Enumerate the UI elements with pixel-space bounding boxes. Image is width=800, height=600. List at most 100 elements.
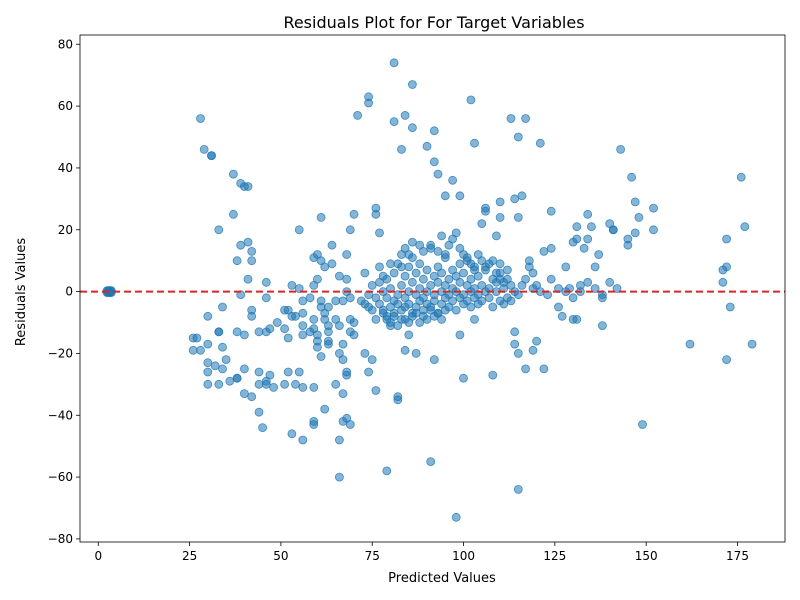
data-point [583, 234, 593, 244]
data-point [254, 407, 264, 417]
data-point [400, 302, 410, 312]
data-point [397, 280, 406, 290]
x-axis-label: Predicted Values [388, 571, 496, 586]
data-point [393, 392, 403, 402]
data-point [261, 293, 271, 303]
data-point [243, 182, 253, 191]
data-point [397, 262, 406, 272]
data-point [568, 293, 578, 303]
data-point [232, 373, 242, 383]
data-point [557, 311, 567, 321]
data-point [287, 280, 297, 290]
data-point [429, 355, 439, 365]
data-point [488, 370, 498, 380]
data-point [411, 348, 421, 358]
data-point [407, 123, 417, 133]
data-point [294, 367, 304, 377]
data-point [470, 138, 479, 148]
data-point [375, 228, 384, 238]
data-point [587, 222, 596, 232]
data-point [477, 256, 487, 266]
data-point [495, 212, 505, 222]
data-point [473, 271, 483, 281]
data-point [327, 240, 337, 250]
data-point [287, 429, 297, 439]
data-point [634, 212, 644, 222]
data-point [378, 271, 388, 281]
data-point [247, 311, 257, 321]
data-point [210, 361, 220, 371]
data-point [312, 274, 322, 284]
data-point [298, 330, 308, 340]
data-point [561, 262, 571, 272]
data-point [397, 314, 406, 324]
y-tick-label: 60 [58, 99, 73, 113]
data-point [309, 382, 319, 392]
x-tick-label: 125 [543, 549, 566, 563]
data-point [218, 342, 227, 352]
data-point [747, 339, 757, 349]
data-point [448, 175, 458, 185]
data-point [415, 318, 425, 327]
data-point [393, 290, 403, 300]
data-point [437, 231, 447, 241]
data-point [338, 339, 348, 349]
data-point [334, 472, 344, 482]
data-point [389, 308, 399, 318]
data-point [459, 268, 468, 278]
data-point [312, 330, 322, 340]
data-point [407, 237, 417, 247]
data-point [422, 265, 432, 275]
data-point [470, 262, 479, 272]
data-point [407, 277, 417, 287]
data-point [477, 296, 487, 306]
data-point [510, 327, 520, 337]
data-point [616, 144, 625, 154]
data-point [239, 330, 249, 340]
data-point [371, 386, 381, 395]
data-point [437, 314, 447, 324]
data-point [371, 314, 381, 324]
data-point [481, 206, 490, 216]
data-point [364, 367, 374, 377]
cluster-layer [102, 286, 116, 297]
data-point [521, 364, 530, 374]
data-point [342, 274, 352, 284]
data-point [334, 435, 344, 445]
data-point [466, 302, 476, 312]
data-point [418, 305, 428, 315]
data-point [433, 169, 443, 179]
data-point [188, 345, 198, 355]
data-point [433, 277, 443, 287]
data-point [280, 324, 290, 334]
data-point [736, 172, 746, 182]
data-point [725, 302, 735, 312]
data-point [506, 296, 516, 306]
data-point [334, 271, 344, 281]
data-point [455, 259, 465, 269]
data-point [338, 355, 348, 365]
data-point [203, 311, 213, 321]
data-point [455, 330, 465, 340]
data-point [298, 308, 308, 318]
data-point [513, 290, 523, 300]
data-point [305, 293, 315, 303]
data-point [364, 98, 374, 108]
y-tick-label: 80 [58, 37, 73, 51]
y-tick-label: −60 [48, 470, 73, 484]
data-point [539, 364, 549, 374]
data-point [382, 466, 392, 476]
data-point [382, 311, 392, 321]
data-point [513, 484, 523, 494]
data-point [360, 348, 370, 358]
y-tick-label: −20 [48, 346, 73, 360]
data-point [207, 151, 216, 161]
data-point [203, 379, 213, 389]
y-axis-label: Residuals Values [14, 238, 29, 347]
data-point [583, 209, 593, 219]
data-point [203, 339, 213, 349]
data-point [323, 336, 333, 346]
x-tick-label: 25 [182, 549, 197, 563]
data-point [327, 259, 337, 269]
